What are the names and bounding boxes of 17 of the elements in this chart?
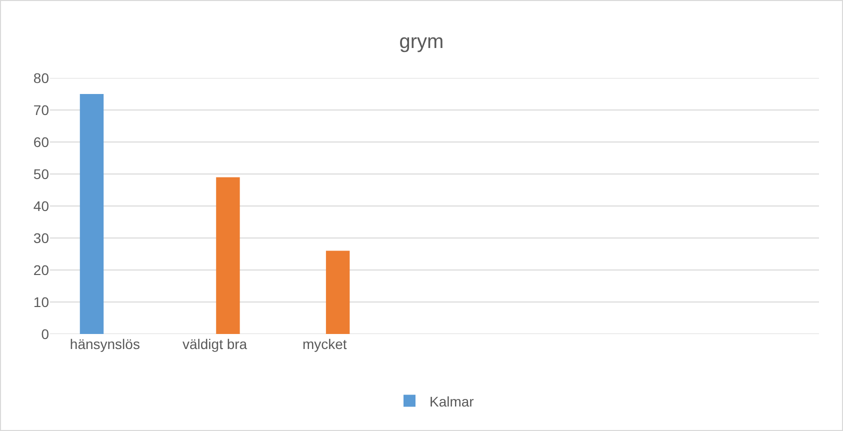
y-tick-label: 50 [33, 166, 50, 182]
bar [326, 250, 350, 334]
y-tick-label: 40 [33, 198, 50, 214]
y-tick-label: 20 [33, 262, 50, 278]
y-tick-label: 0 [41, 326, 50, 342]
chart-title: grym [399, 30, 444, 53]
legend-label: Kalmar [430, 393, 474, 410]
y-tick-label: 80 [33, 70, 50, 86]
y-tick-label: 10 [33, 294, 50, 310]
x-tick-label: väldigt bra [182, 336, 248, 352]
x-tick-label: hänsynslös [70, 336, 140, 352]
bar [80, 94, 104, 334]
y-tick-label: 70 [33, 102, 50, 118]
x-tick-label: mycket [302, 336, 347, 352]
bar [216, 177, 240, 334]
y-tick-label: 60 [33, 134, 50, 150]
y-tick-label: 30 [33, 230, 50, 246]
